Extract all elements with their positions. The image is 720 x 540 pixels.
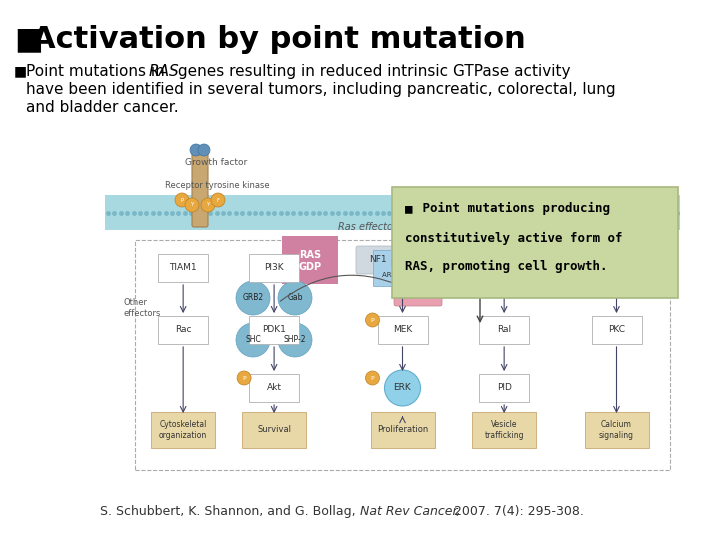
Circle shape (278, 281, 312, 315)
Text: PI3K: PI3K (264, 264, 284, 273)
Text: Vesicle
trafficking: Vesicle trafficking (485, 420, 524, 440)
FancyBboxPatch shape (356, 246, 400, 274)
Text: Point mutations producing: Point mutations producing (415, 202, 610, 215)
Text: Nat Rev Cancer,: Nat Rev Cancer, (360, 505, 461, 518)
Text: P: P (181, 198, 184, 202)
Circle shape (236, 323, 270, 357)
Text: ■: ■ (14, 64, 27, 78)
Text: Proliferation: Proliferation (377, 426, 428, 435)
Text: PDK1: PDK1 (262, 326, 286, 334)
Text: MEK: MEK (393, 326, 412, 334)
FancyBboxPatch shape (396, 246, 440, 274)
FancyBboxPatch shape (105, 195, 680, 230)
Circle shape (201, 198, 215, 212)
Text: Y: Y (190, 202, 194, 207)
Text: TIAM1: TIAM1 (169, 264, 197, 273)
FancyBboxPatch shape (592, 254, 642, 282)
Circle shape (190, 144, 202, 156)
Text: Gab: Gab (287, 294, 302, 302)
Circle shape (198, 144, 210, 156)
Text: Survival: Survival (257, 426, 291, 435)
Circle shape (237, 371, 251, 385)
Text: RALCDS: RALCDS (487, 259, 521, 267)
Text: RAS: RAS (149, 64, 179, 79)
Polygon shape (448, 231, 512, 286)
Text: S. Schubbert, K. Shannon, and G. Bollag,: S. Schubbert, K. Shannon, and G. Bollag, (100, 505, 360, 518)
Text: Receptor tyrosine kinase: Receptor tyrosine kinase (165, 181, 269, 190)
Text: Ral: Ral (497, 326, 511, 334)
Text: ■: ■ (14, 25, 43, 54)
Text: and bladder cancer.: and bladder cancer. (26, 100, 179, 115)
Text: SOS1: SOS1 (406, 287, 430, 296)
Text: Rac: Rac (175, 326, 192, 334)
Text: have been identified in several tumors, including pancreatic, colorectal, lung: have been identified in several tumors, … (26, 82, 616, 97)
Text: genes resulting in reduced intrinsic GTPase activity: genes resulting in reduced intrinsic GTP… (173, 64, 570, 79)
FancyBboxPatch shape (479, 316, 529, 344)
Text: RGL, RGL2: RGL, RGL2 (486, 272, 523, 278)
Circle shape (175, 193, 189, 207)
Text: Ras effector pathways: Ras effector pathways (338, 222, 447, 232)
FancyBboxPatch shape (372, 250, 433, 286)
Text: GRB2: GRB2 (243, 294, 264, 302)
FancyBboxPatch shape (585, 412, 649, 448)
FancyBboxPatch shape (392, 187, 678, 298)
Text: P: P (243, 375, 246, 381)
Text: PLCε: PLCε (606, 264, 627, 273)
Text: F: F (217, 198, 220, 202)
FancyBboxPatch shape (242, 412, 306, 448)
Text: Point mutations in: Point mutations in (26, 64, 170, 79)
Circle shape (366, 371, 379, 385)
FancyBboxPatch shape (249, 374, 299, 402)
FancyBboxPatch shape (249, 254, 299, 282)
FancyBboxPatch shape (282, 236, 338, 284)
FancyBboxPatch shape (249, 316, 299, 344)
Circle shape (366, 313, 379, 327)
Text: Cytoskeletal
organization: Cytoskeletal organization (159, 420, 207, 440)
FancyBboxPatch shape (592, 316, 642, 344)
Text: SHP-2: SHP-2 (284, 335, 306, 345)
FancyBboxPatch shape (371, 412, 434, 448)
Circle shape (185, 198, 199, 212)
Text: Growth factor: Growth factor (185, 158, 247, 167)
FancyBboxPatch shape (151, 412, 215, 448)
Text: GTP: GTP (471, 272, 490, 280)
Text: P: P (371, 375, 374, 381)
Text: GAP: GAP (409, 255, 427, 265)
Text: Y: Y (207, 202, 210, 207)
Text: PID: PID (497, 383, 512, 393)
Text: ARAF, RAF1: ARAF, RAF1 (382, 272, 423, 278)
FancyBboxPatch shape (158, 254, 208, 282)
Text: SHC: SHC (245, 335, 261, 345)
Text: RAS, promoting cell growth.: RAS, promoting cell growth. (405, 260, 608, 273)
Text: Calcium
signaling: Calcium signaling (599, 420, 634, 440)
Text: ■: ■ (405, 202, 413, 215)
FancyBboxPatch shape (158, 316, 208, 344)
Circle shape (384, 370, 420, 406)
Text: 2007. 7(4): 295-308.: 2007. 7(4): 295-308. (450, 505, 584, 518)
Text: RAS: RAS (470, 260, 490, 269)
Text: BRAF: BRAF (390, 259, 415, 267)
Text: NF1: NF1 (369, 255, 387, 265)
Text: ERK: ERK (394, 383, 411, 393)
Text: GDP: GDP (298, 262, 322, 272)
Circle shape (236, 281, 270, 315)
Text: Other
effectors: Other effectors (123, 298, 161, 318)
Text: RAS: RAS (299, 250, 321, 260)
Text: constitutively active form of: constitutively active form of (405, 232, 623, 245)
Text: Akt: Akt (266, 383, 282, 393)
FancyBboxPatch shape (377, 316, 428, 344)
FancyBboxPatch shape (474, 250, 534, 286)
Text: P: P (371, 318, 374, 322)
Text: Activation by point mutation: Activation by point mutation (32, 25, 526, 54)
FancyBboxPatch shape (472, 412, 536, 448)
FancyBboxPatch shape (479, 374, 529, 402)
FancyBboxPatch shape (394, 278, 442, 306)
FancyBboxPatch shape (192, 148, 208, 227)
Circle shape (211, 193, 225, 207)
Text: PKC: PKC (608, 326, 625, 334)
Circle shape (278, 323, 312, 357)
